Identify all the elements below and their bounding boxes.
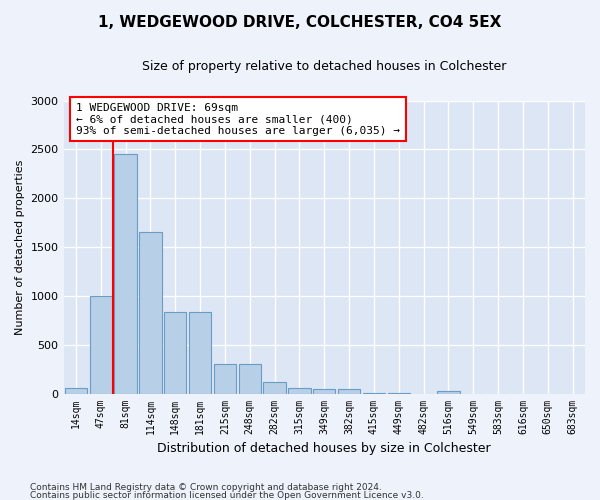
Bar <box>313 389 335 394</box>
Y-axis label: Number of detached properties: Number of detached properties <box>15 160 25 334</box>
X-axis label: Distribution of detached houses by size in Colchester: Distribution of detached houses by size … <box>157 442 491 455</box>
Bar <box>338 389 360 394</box>
Bar <box>388 392 410 394</box>
Text: 1 WEDGEWOOD DRIVE: 69sqm
← 6% of detached houses are smaller (400)
93% of semi-d: 1 WEDGEWOOD DRIVE: 69sqm ← 6% of detache… <box>76 102 400 136</box>
Title: Size of property relative to detached houses in Colchester: Size of property relative to detached ho… <box>142 60 506 73</box>
Bar <box>65 388 87 394</box>
Bar <box>363 392 385 394</box>
Bar <box>239 364 261 394</box>
Bar <box>214 364 236 394</box>
Bar <box>115 154 137 394</box>
Bar <box>189 312 211 394</box>
Text: Contains public sector information licensed under the Open Government Licence v3: Contains public sector information licen… <box>30 491 424 500</box>
Bar <box>263 382 286 394</box>
Text: 1, WEDGEWOOD DRIVE, COLCHESTER, CO4 5EX: 1, WEDGEWOOD DRIVE, COLCHESTER, CO4 5EX <box>98 15 502 30</box>
Text: Contains HM Land Registry data © Crown copyright and database right 2024.: Contains HM Land Registry data © Crown c… <box>30 484 382 492</box>
Bar <box>164 312 187 394</box>
Bar <box>288 388 311 394</box>
Bar <box>89 296 112 394</box>
Bar <box>437 390 460 394</box>
Bar <box>139 232 161 394</box>
